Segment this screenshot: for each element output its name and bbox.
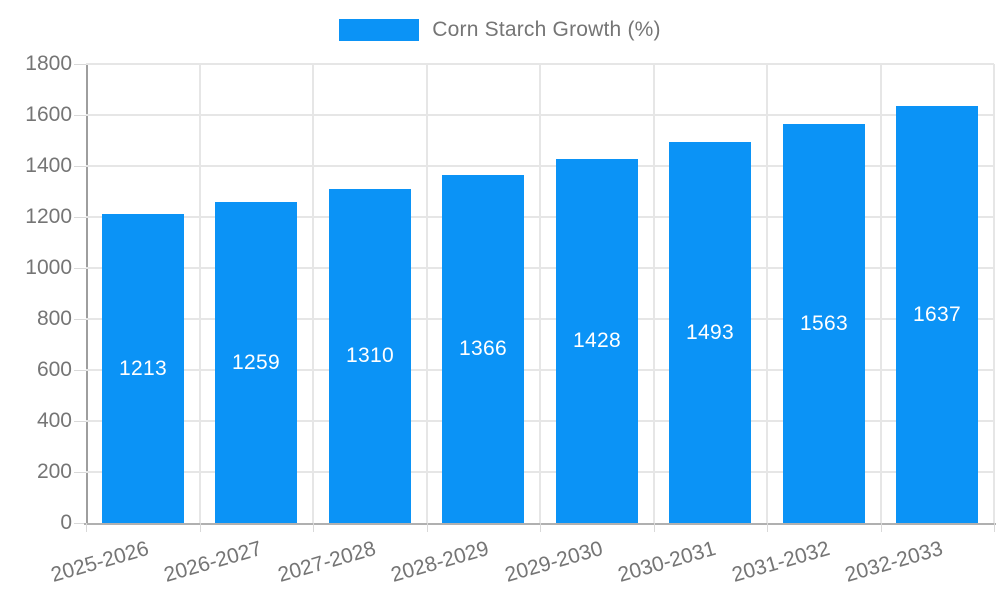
bar-value-label: 1366 xyxy=(459,337,507,360)
y-tick-label: 1400 xyxy=(25,154,72,177)
x-tick-mark xyxy=(767,523,768,532)
y-tick-mark xyxy=(74,115,86,116)
y-tick-label: 1000 xyxy=(25,256,72,279)
bar-2025-2026: 1213 xyxy=(102,214,184,523)
bar-2026-2027: 1259 xyxy=(215,202,297,523)
bar-value-label: 1493 xyxy=(686,320,734,344)
v-gridline xyxy=(425,64,428,523)
v-gridline xyxy=(652,64,655,523)
bar-2030-2031: 1493 xyxy=(669,142,751,523)
bar-value-label: 1428 xyxy=(573,329,621,352)
bar-2028-2029: 1366 xyxy=(442,175,524,523)
v-gridline xyxy=(198,64,201,523)
x-tick-mark xyxy=(313,523,314,532)
bar-value-label: 1637 xyxy=(913,302,961,326)
y-tick-label: 600 xyxy=(36,358,72,381)
y-tick-label: 1600 xyxy=(25,103,72,126)
y-tick-mark xyxy=(74,472,86,473)
y-tick-mark xyxy=(74,217,86,218)
legend-label: Corn Starch Growth (%) xyxy=(432,18,661,41)
x-tick-mark xyxy=(880,523,882,532)
y-tick-mark xyxy=(74,370,86,371)
y-tick-label: 1800 xyxy=(25,52,72,75)
v-gridline xyxy=(312,64,314,523)
bar-2029-2030: 1428 xyxy=(556,159,638,523)
v-gridline xyxy=(993,64,995,523)
x-tick-mark xyxy=(994,523,995,532)
x-tick-mark xyxy=(540,523,541,532)
y-tick-label: 1200 xyxy=(25,205,72,228)
y-tick-label: 400 xyxy=(36,409,72,432)
y-tick-mark xyxy=(74,268,86,269)
bar-value-label: 1563 xyxy=(800,311,848,335)
y-tick-mark xyxy=(74,421,86,422)
x-tick-mark xyxy=(426,523,428,532)
bar-value-label: 1310 xyxy=(346,344,394,367)
bar-value-label: 1213 xyxy=(119,356,167,380)
v-gridline xyxy=(766,64,768,523)
y-tick-label: 800 xyxy=(36,307,72,330)
y-tick-label: 200 xyxy=(36,460,72,483)
y-tick-label: 0 xyxy=(60,511,72,534)
bar-2027-2028: 1310 xyxy=(329,189,411,523)
x-tick-mark xyxy=(199,523,201,532)
x-tick-mark xyxy=(86,523,87,532)
legend: Corn Starch Growth (%) xyxy=(0,18,1000,42)
x-tick-mark xyxy=(653,523,655,532)
y-tick-mark xyxy=(74,319,86,320)
bar-2031-2032: 1563 xyxy=(783,124,865,523)
plot-area: 1213 1259 1310 1366 1428 1493 1563 1637 xyxy=(84,63,996,525)
y-tick-mark xyxy=(74,64,86,65)
v-gridline xyxy=(879,64,882,523)
bar-value-label: 1259 xyxy=(232,350,280,374)
y-axis-line xyxy=(86,64,88,523)
y-tick-mark xyxy=(74,166,86,167)
legend-swatch xyxy=(339,19,420,41)
bar-2032-2033: 1637 xyxy=(896,106,978,523)
v-gridline xyxy=(539,64,541,523)
y-tick-mark xyxy=(74,523,86,524)
